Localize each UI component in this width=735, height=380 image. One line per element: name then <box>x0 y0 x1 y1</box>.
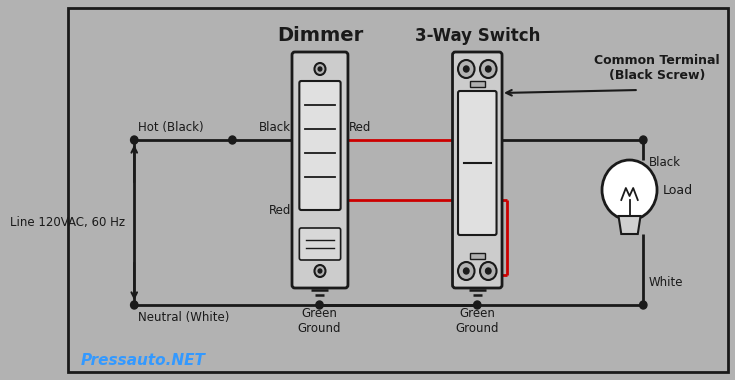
Circle shape <box>639 301 647 309</box>
Circle shape <box>315 265 326 277</box>
Text: 3-Way Switch: 3-Way Switch <box>415 27 540 45</box>
Circle shape <box>464 66 469 72</box>
Circle shape <box>480 262 497 280</box>
Circle shape <box>639 136 647 144</box>
Circle shape <box>458 262 475 280</box>
Text: Red: Red <box>349 121 371 134</box>
FancyBboxPatch shape <box>453 52 502 288</box>
Text: Red: Red <box>269 204 291 217</box>
Circle shape <box>486 66 491 72</box>
Text: White: White <box>649 276 684 289</box>
Text: Neutral (White): Neutral (White) <box>138 311 229 324</box>
Circle shape <box>315 63 326 75</box>
Circle shape <box>480 60 497 78</box>
Circle shape <box>602 160 657 220</box>
Text: Common Terminal
(Black Screw): Common Terminal (Black Screw) <box>594 54 720 82</box>
Circle shape <box>318 67 322 71</box>
Circle shape <box>464 268 469 274</box>
Bar <box>470 253 484 259</box>
FancyBboxPatch shape <box>299 81 340 210</box>
Circle shape <box>229 136 236 144</box>
FancyBboxPatch shape <box>458 91 497 235</box>
Text: Black: Black <box>259 121 291 134</box>
Circle shape <box>131 301 138 309</box>
Text: Hot (Black): Hot (Black) <box>138 121 204 134</box>
Circle shape <box>131 136 138 144</box>
Circle shape <box>458 60 475 78</box>
Bar <box>470 81 484 87</box>
Text: Load: Load <box>662 184 692 196</box>
FancyBboxPatch shape <box>299 228 340 260</box>
Circle shape <box>486 268 491 274</box>
Text: Black: Black <box>649 156 681 169</box>
Circle shape <box>316 301 323 309</box>
Polygon shape <box>619 216 640 234</box>
Text: Green
Ground: Green Ground <box>298 307 341 335</box>
Text: Green
Ground: Green Ground <box>456 307 499 335</box>
Text: Dimmer: Dimmer <box>277 26 363 45</box>
FancyBboxPatch shape <box>292 52 348 288</box>
Text: Pressauto.NET: Pressauto.NET <box>81 353 206 368</box>
Text: Line 120VAC, 60 Hz: Line 120VAC, 60 Hz <box>10 216 125 229</box>
Circle shape <box>318 269 322 273</box>
Circle shape <box>473 301 481 309</box>
